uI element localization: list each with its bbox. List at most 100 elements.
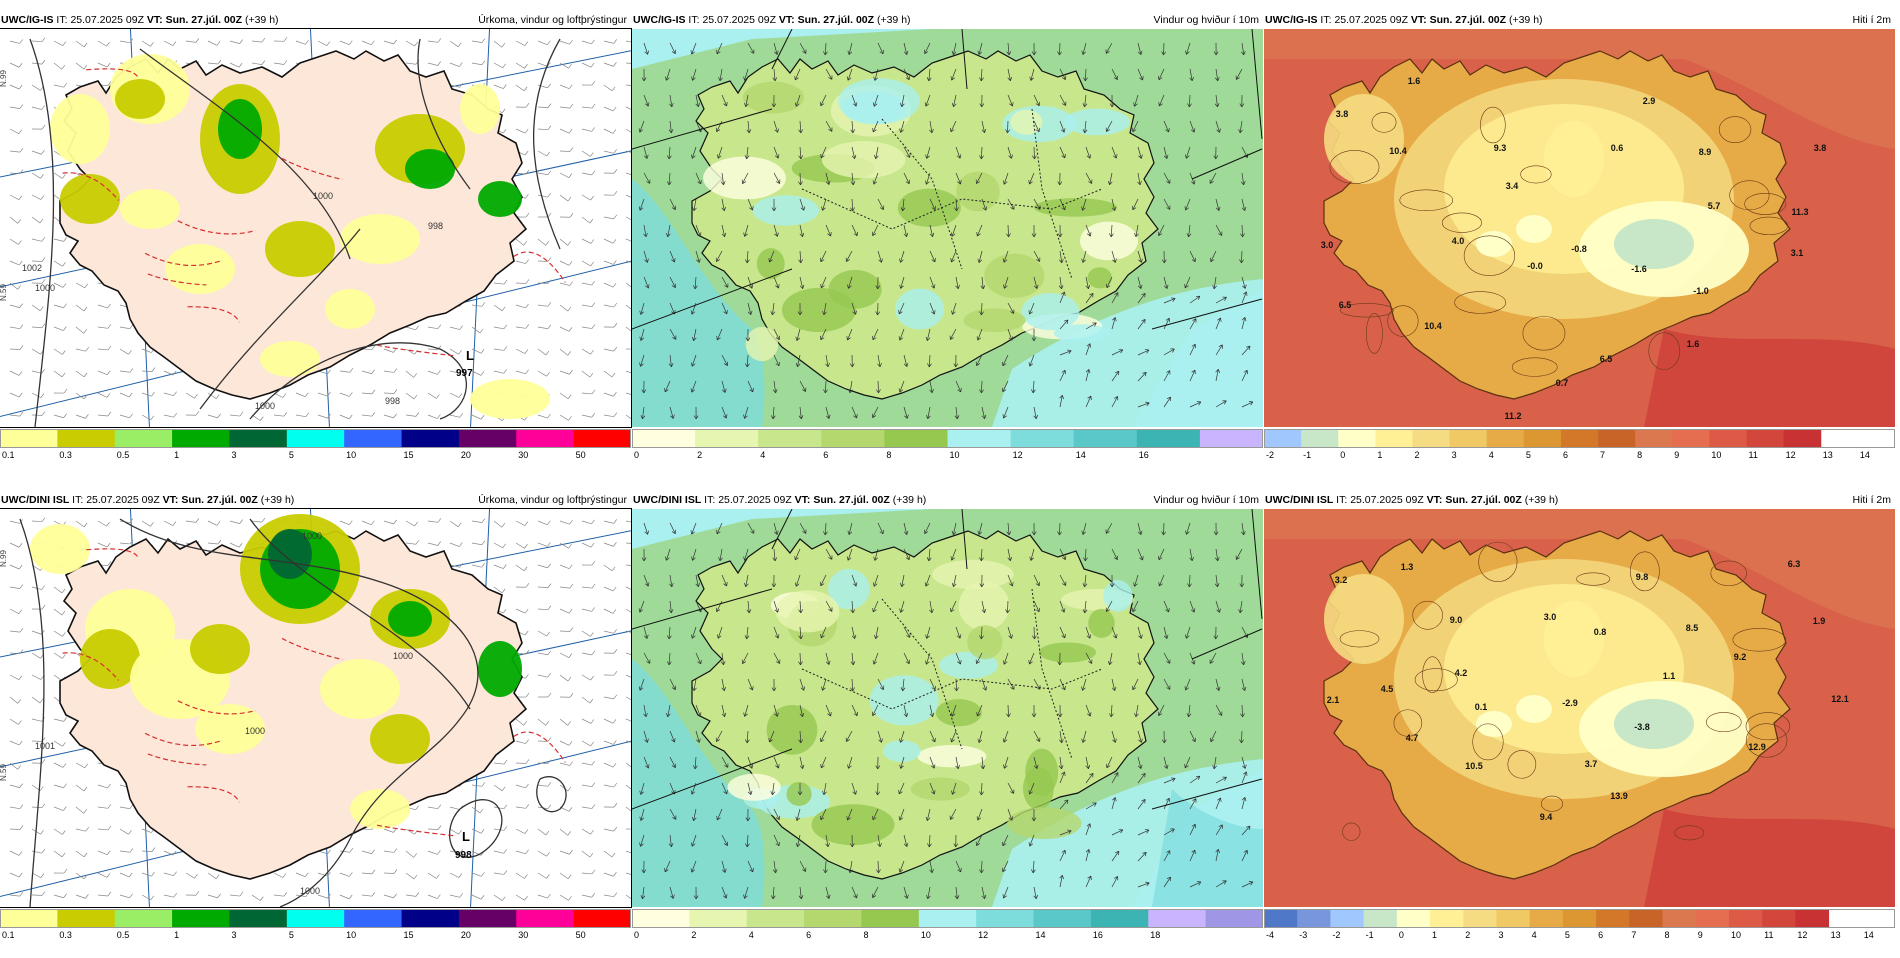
colorbar-label: 20 bbox=[461, 930, 471, 940]
colorbar-swatch bbox=[661, 909, 690, 927]
colorbar-swatch bbox=[919, 909, 948, 927]
parameter-title: Úrkoma, vindur og loftþrýstingur bbox=[478, 492, 627, 509]
panel-temp-top: UWC/IG-IS IT: 25.07.2025 09Z VT: Sun. 27… bbox=[1264, 12, 1895, 478]
colorbar-label: 13 bbox=[1831, 930, 1841, 940]
temperature-value: 8.9 bbox=[1699, 147, 1712, 157]
colorbar-swatch bbox=[948, 429, 980, 447]
model-name: UWC/DINI ISL bbox=[0, 494, 69, 506]
colorbar-label: 10 bbox=[1711, 450, 1721, 460]
model-name: UWC/IG-IS bbox=[0, 14, 54, 26]
colorbar-label: -1 bbox=[1303, 450, 1311, 460]
colorbar-swatch bbox=[516, 909, 574, 927]
panel-header: UWC/IG-IS IT: 25.07.2025 09Z VT: Sun. 27… bbox=[1264, 12, 1895, 29]
colorbar-label: 0.3 bbox=[59, 930, 72, 940]
colorbar-swatch bbox=[0, 429, 58, 447]
colorbar-swatch bbox=[718, 909, 747, 927]
colorbar-label: 10 bbox=[346, 930, 356, 940]
colorbar-label: 14 bbox=[1860, 450, 1870, 460]
colorbar-label: -3 bbox=[1299, 930, 1307, 940]
colorbar-label: 1 bbox=[1432, 930, 1437, 940]
colorbar-label: 14 bbox=[1076, 450, 1086, 460]
colorbar-label: 16 bbox=[1139, 450, 1149, 460]
isobar-label: 1000 bbox=[313, 191, 333, 201]
colorbar-swatch bbox=[1338, 429, 1376, 447]
temperature-value: 2.1 bbox=[1327, 695, 1340, 705]
colorbar-label: 18 bbox=[1150, 930, 1160, 940]
colorbar-swatch bbox=[1148, 909, 1177, 927]
colorbar-swatch bbox=[695, 429, 727, 447]
isobar-label: 1000 bbox=[302, 531, 322, 541]
precip-map-svg: N.99 N.59 L 998 1000 1001 1000 1000 1000 bbox=[0, 509, 631, 907]
wind-map[interactable] bbox=[632, 509, 1263, 907]
colorbar-swatch bbox=[1635, 429, 1673, 447]
panel-header: UWC/DINI ISL IT: 25.07.2025 09Z VT: Sun.… bbox=[0, 492, 631, 509]
colorbar-swatch bbox=[1397, 909, 1431, 927]
model-name: UWC/IG-IS bbox=[632, 14, 686, 26]
lat-label: N.59 bbox=[0, 284, 8, 301]
isobar-label: 1000 bbox=[245, 726, 265, 736]
temperature-value: 12.1 bbox=[1831, 694, 1849, 704]
temperature-value: 3.7 bbox=[1585, 759, 1598, 769]
colorbar-label: 5 bbox=[1526, 450, 1531, 460]
model-name: UWC/DINI ISL bbox=[632, 494, 701, 506]
model-name: UWC/IG-IS bbox=[1264, 14, 1318, 26]
temperature-value: 2.9 bbox=[1643, 96, 1656, 106]
lat-label: N.59 bbox=[0, 764, 8, 781]
colorbar-swatch bbox=[57, 429, 115, 447]
precip-map[interactable]: N.99 N.59 L 997 1002 1000 998 1000 998 1… bbox=[0, 29, 631, 427]
colorbar-swatch bbox=[1034, 909, 1063, 927]
colorbar-swatch bbox=[632, 909, 661, 927]
colorbar-label: 15 bbox=[404, 930, 414, 940]
isobar-label: 998 bbox=[385, 396, 400, 406]
precip-map[interactable]: N.99 N.59 L 998 1000 1001 1000 1000 1000 bbox=[0, 509, 631, 907]
parameter-title: Vindur og hviður í 10m bbox=[1154, 12, 1259, 29]
colorbar-label: 9 bbox=[1698, 930, 1703, 940]
model-name: UWC/DINI ISL bbox=[1264, 494, 1333, 506]
colorbar-swatch bbox=[747, 909, 776, 927]
colorbar-label: 10 bbox=[950, 450, 960, 460]
colorbar-swatch bbox=[979, 429, 1011, 447]
colorbar-label: 20 bbox=[461, 450, 471, 460]
colorbar-label: 3 bbox=[231, 930, 236, 940]
colorbar-label: 16 bbox=[1093, 930, 1103, 940]
colorbar-swatch bbox=[1524, 429, 1562, 447]
colorbar-swatch bbox=[0, 909, 58, 927]
colorbar-swatch bbox=[664, 429, 696, 447]
colorbar-swatch bbox=[402, 429, 460, 447]
colorbar-swatch bbox=[1137, 429, 1169, 447]
colorbar-swatch bbox=[821, 429, 853, 447]
colorbar-label: 30 bbox=[518, 450, 528, 460]
panel-header: UWC/DINI ISL IT: 25.07.2025 09Z VT: Sun.… bbox=[1264, 492, 1895, 509]
temperature-value: 6.5 bbox=[1339, 300, 1352, 310]
temperature-value: 4.5 bbox=[1381, 684, 1394, 694]
colorbar-label: 11 bbox=[1749, 450, 1758, 460]
temperature-value: 0.1 bbox=[1475, 702, 1488, 712]
wind-map[interactable] bbox=[632, 29, 1263, 427]
colorbar-label: 0 bbox=[634, 930, 639, 940]
colorbar-swatch bbox=[344, 909, 402, 927]
colorbar-swatch bbox=[172, 429, 230, 447]
temperature-value: 0.7 bbox=[1556, 378, 1569, 388]
temperature-value: 3.0 bbox=[1544, 612, 1557, 622]
temperature-value: 4.0 bbox=[1452, 236, 1465, 246]
colorbar-swatch bbox=[758, 429, 790, 447]
colorbar-swatch bbox=[1177, 909, 1206, 927]
colorbar-swatch bbox=[287, 909, 345, 927]
colorbar-swatch bbox=[727, 429, 759, 447]
temperature-value: 3.8 bbox=[1336, 109, 1349, 119]
temperature-value: 5.7 bbox=[1708, 201, 1721, 211]
colorbar-swatch bbox=[890, 909, 919, 927]
colorbar-label: 7 bbox=[1600, 450, 1605, 460]
temperature-value: 9.8 bbox=[1636, 572, 1649, 582]
colorbar-swatch bbox=[1231, 429, 1263, 447]
temperature-value: 4.7 bbox=[1406, 733, 1419, 743]
colorbar-swatch bbox=[1729, 909, 1763, 927]
temperature-value: 10.5 bbox=[1465, 761, 1483, 771]
colorbar-label: 2 bbox=[1465, 930, 1470, 940]
